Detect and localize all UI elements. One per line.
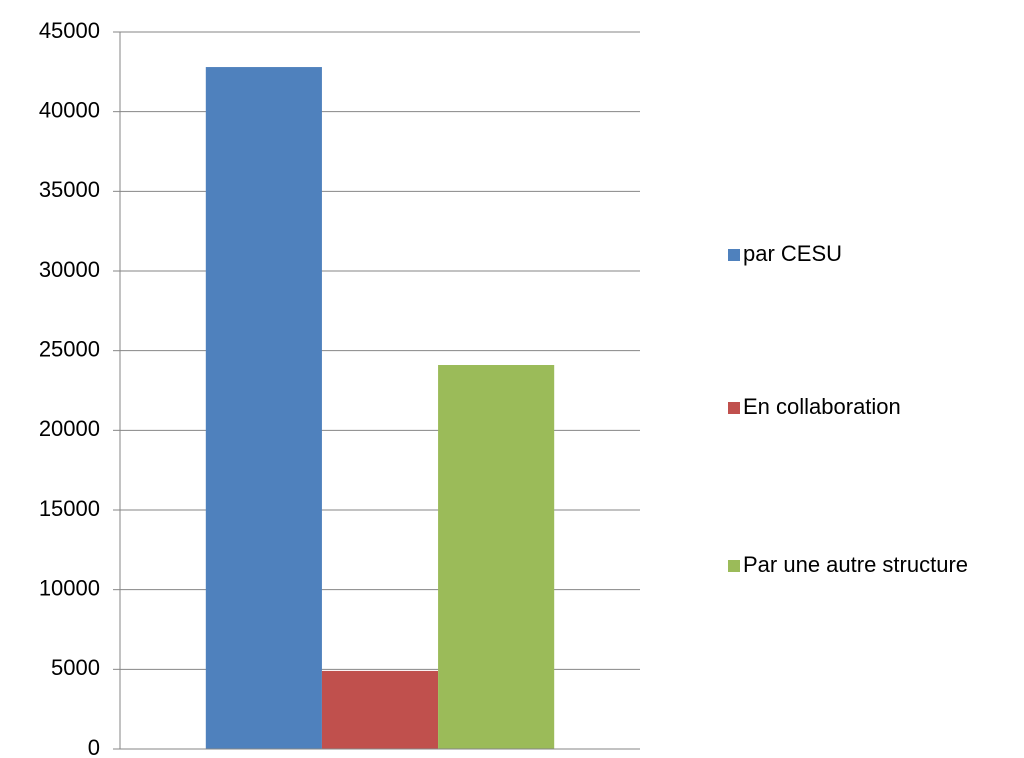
legend-label: par CESU	[743, 241, 842, 266]
y-tick-label: 40000	[39, 97, 100, 122]
y-tick-label: 10000	[39, 575, 100, 600]
legend-swatch	[728, 249, 740, 261]
legend-label: Par une autre structure	[743, 552, 968, 577]
y-tick-label: 35000	[39, 177, 100, 202]
legend-label: En collaboration	[743, 394, 901, 419]
bar	[321, 670, 439, 749]
y-tick-label: 15000	[39, 496, 100, 521]
legend-swatch	[728, 560, 740, 572]
legend-swatch	[728, 402, 740, 414]
bar	[205, 67, 322, 749]
y-tick-label: 20000	[39, 416, 100, 441]
y-tick-label: 0	[88, 735, 100, 758]
y-tick-label: 5000	[51, 655, 100, 680]
bar	[438, 365, 555, 749]
y-tick-label: 30000	[39, 257, 100, 282]
y-tick-label: 25000	[39, 336, 100, 361]
y-tick-label: 45000	[39, 18, 100, 43]
